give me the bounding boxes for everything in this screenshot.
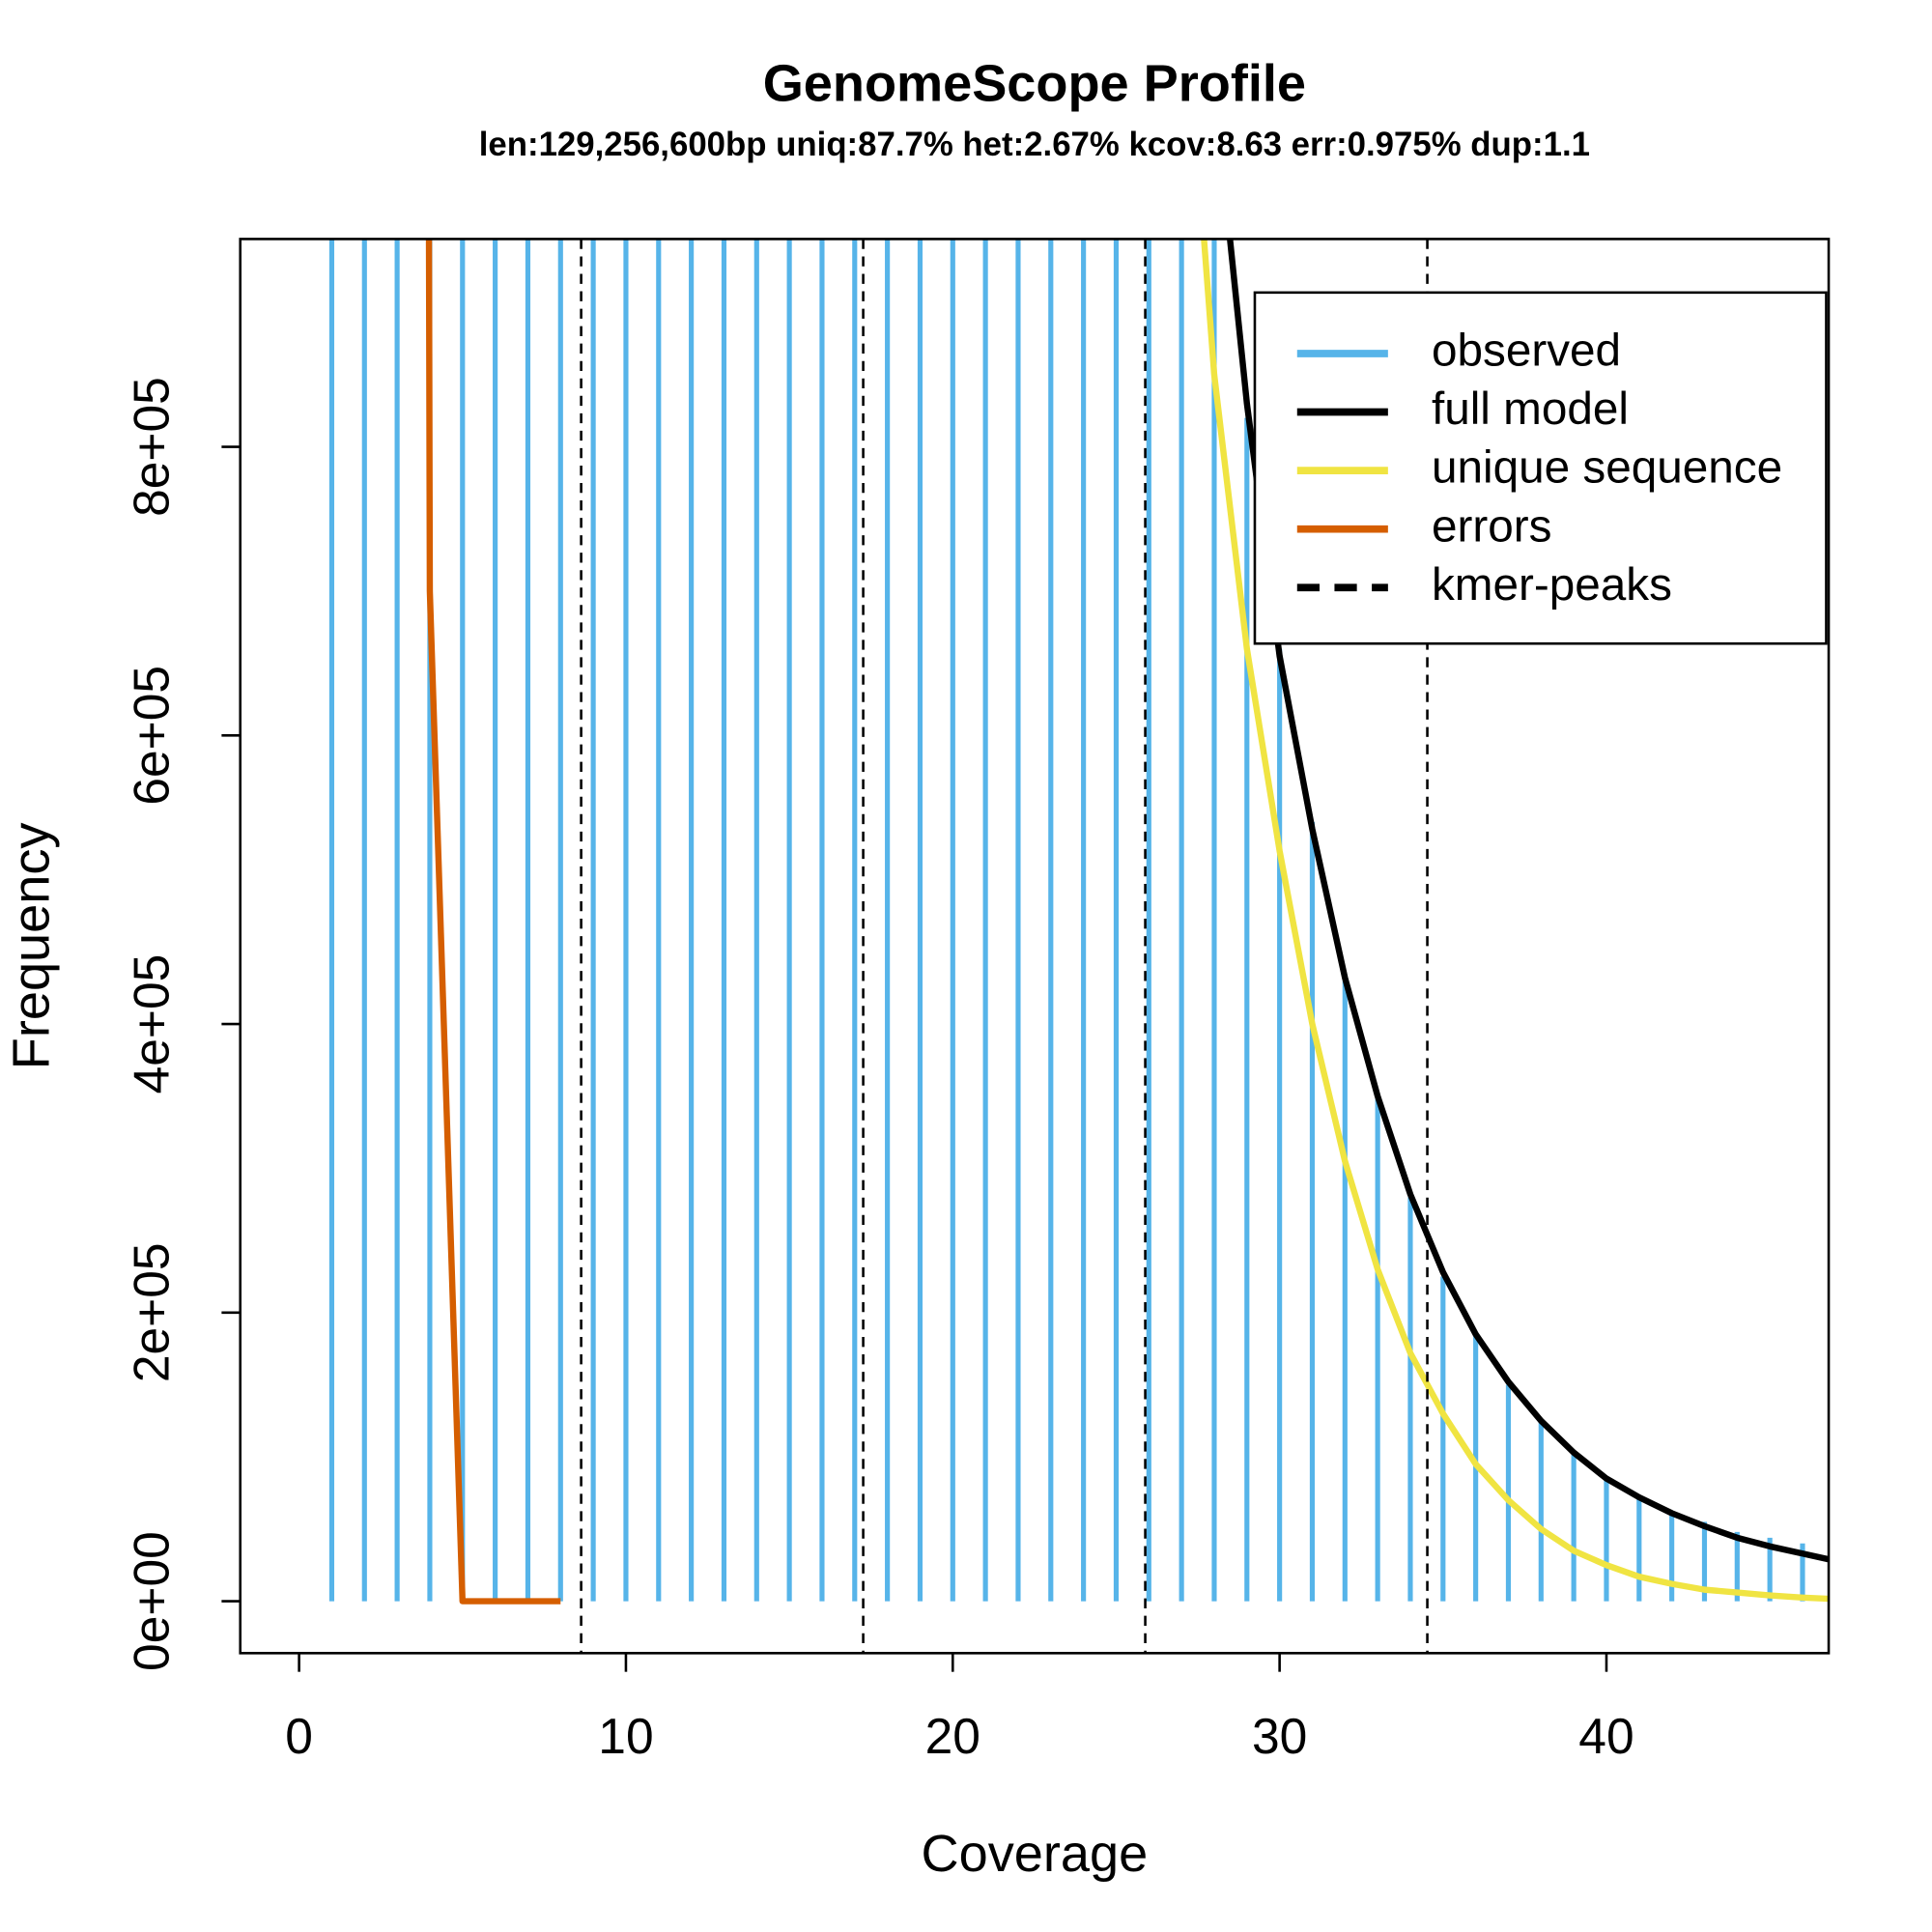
y-tick-label: 2e+05 xyxy=(124,1242,180,1382)
model-line xyxy=(425,239,561,1605)
x-tick-label: 0 xyxy=(285,1708,313,1764)
x-tick-label: 20 xyxy=(925,1708,980,1764)
axes: 0 10 20 30 40 0e+00 2e+05 4e+05 6e+05 8e+05 xyxy=(124,377,1634,1764)
legend: observed full model unique sequence errors k… xyxy=(1253,291,1828,645)
legend-label: observed xyxy=(1432,326,1621,377)
model-line xyxy=(1227,239,1830,1563)
legend-label: unique sequence xyxy=(1432,442,1782,494)
legend-label: full model xyxy=(1432,384,1629,435)
x-tick-label: 40 xyxy=(1578,1708,1634,1764)
y-tick-label: 0e+00 xyxy=(124,1531,180,1671)
y-axis-label: Frequency xyxy=(2,823,60,1070)
legend-label: errors xyxy=(1432,500,1551,552)
y-tick-label: 8e+05 xyxy=(124,377,180,517)
x-tick-label: 10 xyxy=(598,1708,653,1764)
y-tick-label: 4e+05 xyxy=(124,954,180,1094)
plot-area xyxy=(328,239,1830,1654)
chart-subtitle: len:129,256,600bp uniq:87.7% het:2.67% k… xyxy=(479,127,1590,163)
y-tick-label: 6e+05 xyxy=(124,666,180,806)
model-line xyxy=(1201,239,1830,1603)
legend-label: kmer-peaks xyxy=(1432,559,1672,611)
chart-title: GenomeScope Profile xyxy=(763,55,1306,113)
x-tick-label: 30 xyxy=(1252,1708,1307,1764)
x-axis-label: Coverage xyxy=(922,1825,1149,1883)
plot-frame xyxy=(239,238,1831,1655)
